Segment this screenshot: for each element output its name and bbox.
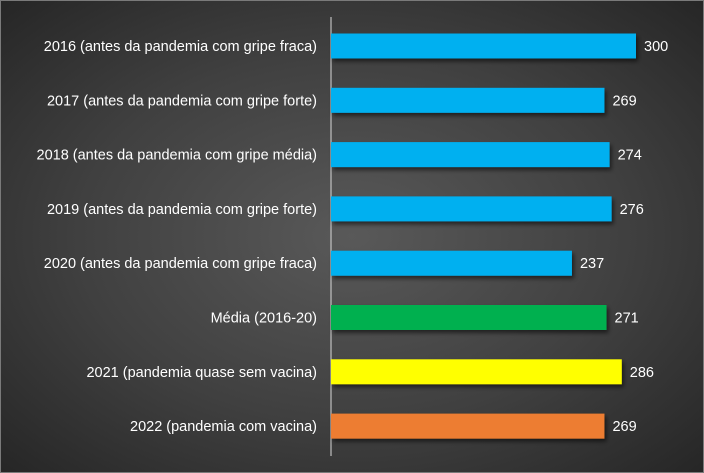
category-label-0: 2016 (antes da pandemia com gripe fraca) [44,39,317,55]
category-label-5: Média (2016-20) [211,311,317,327]
bar-3 [331,196,612,222]
bar-7 [331,413,605,439]
bar-6 [331,359,622,385]
bar-0 [331,33,636,59]
data-label-3: 276 [620,202,644,218]
bar-5 [331,305,607,330]
data-label-6: 286 [630,365,654,381]
bar-1 [331,87,605,113]
category-label-6: 2021 (pandemia quase sem vacina) [86,365,317,381]
data-label-5: 271 [615,311,639,327]
bar-4 [331,250,572,276]
data-label-2: 274 [618,148,642,164]
data-label-7: 269 [612,419,636,435]
bars-group: 2016 (antes da pandemia com gripe fraca)… [37,33,668,439]
category-label-7: 2022 (pandemia com vacina) [130,419,317,435]
category-label-1: 2017 (antes da pandemia com gripe forte) [47,93,317,109]
data-label-4: 237 [580,256,604,272]
bar-2 [331,142,610,168]
data-label-1: 269 [612,93,636,109]
category-label-4: 2020 (antes da pandemia com gripe fraca) [44,256,317,272]
category-label-3: 2019 (antes da pandemia com gripe forte) [47,202,317,218]
category-label-2: 2018 (antes da pandemia com gripe média) [37,148,318,164]
data-label-0: 300 [644,39,668,55]
